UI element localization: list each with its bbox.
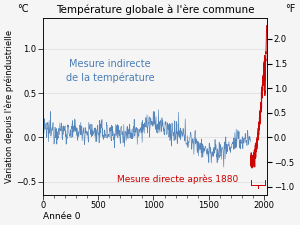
Text: Mesure indirecte
de la température: Mesure indirecte de la température	[66, 59, 154, 83]
Text: °C: °C	[17, 4, 28, 14]
X-axis label: Année 0: Année 0	[43, 212, 80, 221]
Title: Température globale à l'ère commune: Température globale à l'ère commune	[56, 5, 254, 16]
Text: °F: °F	[285, 4, 295, 14]
Text: Mesure directe après 1880: Mesure directe après 1880	[117, 174, 238, 184]
Y-axis label: Variation depuis l'ère préindustrielle: Variation depuis l'ère préindustrielle	[4, 30, 14, 183]
